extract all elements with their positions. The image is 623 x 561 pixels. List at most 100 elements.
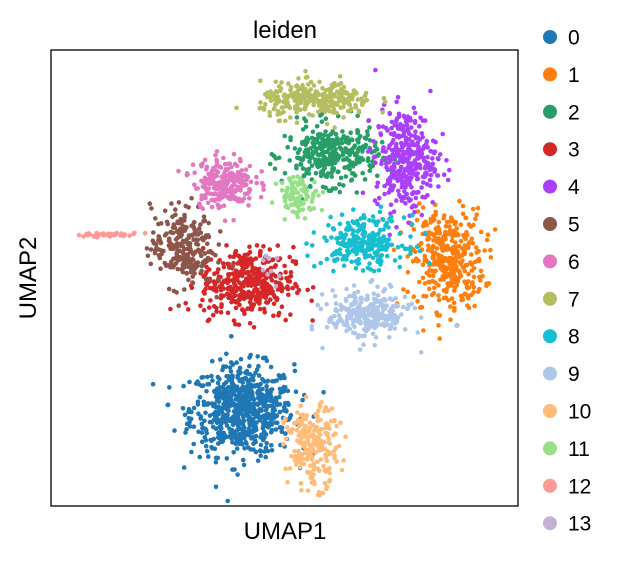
scatter-point bbox=[482, 248, 488, 253]
scatter-point bbox=[319, 292, 325, 297]
scatter-point bbox=[268, 268, 274, 274]
scatter-point bbox=[315, 466, 321, 472]
scatter-point bbox=[159, 248, 164, 253]
scatter-point bbox=[342, 233, 348, 238]
scatter-point bbox=[195, 399, 201, 405]
scatter-point bbox=[300, 141, 305, 146]
scatter-point bbox=[350, 163, 356, 169]
scatter-point bbox=[298, 100, 304, 106]
scatter-point bbox=[396, 133, 401, 138]
scatter-point bbox=[272, 166, 278, 171]
scatter-point bbox=[435, 156, 441, 161]
scatter-point bbox=[309, 298, 315, 304]
scatter-point bbox=[329, 235, 334, 240]
scatter-point bbox=[216, 409, 222, 414]
scatter-point bbox=[277, 409, 283, 415]
scatter-point bbox=[251, 447, 256, 452]
scatter-point bbox=[437, 152, 443, 157]
scatter-point bbox=[260, 377, 265, 382]
scatter-point bbox=[353, 105, 359, 110]
scatter-point bbox=[231, 450, 236, 455]
scatter-point bbox=[321, 390, 326, 395]
scatter-point bbox=[412, 305, 418, 311]
scatter-point bbox=[299, 488, 304, 493]
scatter-point bbox=[281, 99, 287, 105]
cluster-2-points bbox=[267, 108, 403, 202]
scatter-point bbox=[257, 301, 262, 306]
scatter-point bbox=[209, 373, 214, 379]
scatter-point bbox=[227, 365, 233, 370]
scatter-point bbox=[343, 157, 348, 162]
scatter-point bbox=[393, 304, 399, 309]
scatter-point bbox=[321, 158, 327, 164]
scatter-point bbox=[289, 194, 294, 200]
scatter-point bbox=[469, 268, 475, 273]
scatter-point bbox=[346, 101, 352, 106]
scatter-point bbox=[335, 240, 341, 245]
legend-label: 1 bbox=[568, 64, 580, 87]
scatter-point bbox=[186, 407, 192, 412]
scatter-point bbox=[470, 240, 476, 246]
scatter-point bbox=[413, 135, 419, 141]
scatter-point bbox=[284, 191, 289, 197]
scatter-point bbox=[191, 424, 197, 430]
scatter-point bbox=[296, 76, 301, 81]
scatter-point bbox=[263, 408, 269, 413]
scatter-point bbox=[298, 464, 303, 470]
scatter-point bbox=[145, 253, 151, 259]
scatter-point bbox=[394, 99, 399, 105]
scatter-point bbox=[428, 172, 434, 178]
scatter-point bbox=[362, 333, 367, 339]
scatter-point bbox=[242, 396, 248, 401]
scatter-point bbox=[183, 203, 189, 209]
scatter-point bbox=[251, 441, 256, 447]
scatter-point bbox=[344, 320, 350, 326]
scatter-point bbox=[382, 99, 388, 105]
scatter-point bbox=[223, 186, 229, 191]
scatter-point bbox=[412, 118, 418, 124]
scatter-point bbox=[475, 258, 480, 263]
scatter-point bbox=[197, 394, 203, 400]
scatter-point bbox=[338, 420, 343, 426]
scatter-point bbox=[209, 204, 215, 210]
scatter-point bbox=[338, 302, 344, 308]
scatter-point bbox=[394, 198, 399, 203]
scatter-point bbox=[265, 300, 271, 305]
scatter-point bbox=[307, 470, 312, 475]
scatter-point bbox=[460, 211, 466, 217]
scatter-point bbox=[245, 392, 251, 398]
scatter-point bbox=[405, 181, 411, 186]
scatter-point bbox=[85, 232, 91, 238]
scatter-point bbox=[311, 467, 317, 472]
scatter-point bbox=[327, 470, 333, 476]
scatter-point bbox=[428, 220, 434, 225]
scatter-point bbox=[309, 163, 315, 168]
scatter-point bbox=[223, 400, 228, 406]
scatter-point bbox=[430, 200, 436, 205]
scatter-point bbox=[436, 293, 441, 298]
scatter-point bbox=[330, 100, 336, 106]
scatter-point bbox=[294, 115, 300, 120]
scatter-point bbox=[211, 279, 216, 284]
scatter-point bbox=[419, 240, 424, 246]
scatter-point bbox=[295, 410, 300, 415]
scatter-point bbox=[185, 254, 191, 259]
scatter-point bbox=[288, 270, 294, 275]
scatter-point bbox=[362, 135, 368, 141]
scatter-point bbox=[216, 242, 222, 247]
scatter-point bbox=[272, 106, 277, 111]
scatter-point bbox=[449, 217, 455, 222]
scatter-point bbox=[244, 177, 249, 182]
scatter-point bbox=[452, 308, 457, 313]
scatter-point bbox=[202, 180, 207, 185]
scatter-point bbox=[152, 250, 158, 256]
scatter-point bbox=[433, 268, 438, 274]
scatter-point bbox=[199, 375, 204, 380]
scatter-point bbox=[462, 268, 468, 274]
scatter-point bbox=[382, 323, 387, 328]
scatter-point bbox=[180, 250, 186, 256]
scatter-point bbox=[320, 151, 326, 156]
scatter-point bbox=[408, 251, 413, 256]
scatter-point bbox=[278, 390, 283, 396]
scatter-point bbox=[258, 453, 264, 459]
